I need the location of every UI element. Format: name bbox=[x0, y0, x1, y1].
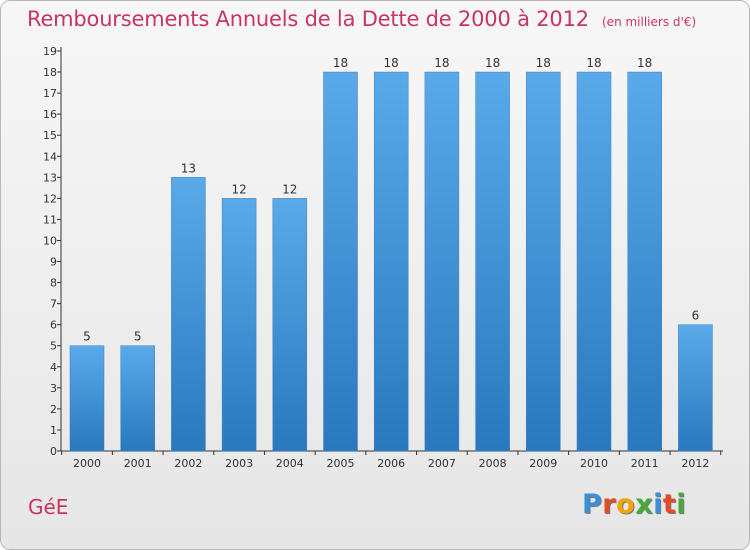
logo-letter: P bbox=[582, 489, 603, 520]
y-tick-label: 7 bbox=[50, 298, 57, 311]
y-tick-label: 0 bbox=[50, 445, 57, 458]
y-tick-label: 13 bbox=[43, 171, 57, 184]
x-tick-label: 2011 bbox=[631, 457, 659, 470]
chart-title: Remboursements Annuels de la Dette de 20… bbox=[27, 7, 589, 31]
y-tick-label: 11 bbox=[43, 213, 57, 226]
x-tick-label: 2007 bbox=[428, 457, 456, 470]
bar bbox=[323, 71, 358, 452]
y-tick-label: 6 bbox=[50, 319, 57, 332]
y-tick-label: 9 bbox=[50, 256, 57, 269]
bar-value-label: 18 bbox=[536, 56, 551, 70]
bar bbox=[120, 345, 155, 452]
x-tick-label: 2010 bbox=[580, 457, 608, 470]
bar-value-label: 18 bbox=[434, 56, 449, 70]
bar-value-label: 6 bbox=[692, 309, 700, 323]
bar bbox=[221, 198, 257, 452]
bar-value-label: 12 bbox=[282, 182, 297, 196]
y-tick-label: 10 bbox=[43, 234, 57, 247]
bar bbox=[627, 71, 662, 452]
bar-value-label: 13 bbox=[181, 161, 196, 175]
x-tick-label: 2003 bbox=[225, 457, 253, 470]
bar bbox=[69, 345, 105, 452]
x-tick-label: 2008 bbox=[479, 457, 507, 470]
bar-value-label: 18 bbox=[586, 56, 601, 70]
y-tick-label: 19 bbox=[43, 45, 57, 58]
y-tick-label: 15 bbox=[43, 129, 57, 142]
bar bbox=[272, 198, 308, 452]
y-tick-label: 2 bbox=[50, 403, 57, 416]
commune-name: GéE bbox=[28, 495, 69, 519]
y-tick-label: 5 bbox=[50, 340, 57, 353]
logo-letter: t bbox=[662, 489, 677, 520]
logo-letter: i bbox=[676, 489, 687, 520]
y-tick-label: 8 bbox=[50, 277, 57, 290]
bar bbox=[576, 71, 612, 452]
x-tick-label: 2002 bbox=[174, 457, 202, 470]
y-tick-label: 18 bbox=[43, 66, 57, 79]
y-tick-label: 14 bbox=[43, 150, 57, 163]
logo-letter: r bbox=[602, 489, 617, 520]
bar bbox=[678, 324, 713, 452]
bar-value-label: 18 bbox=[637, 56, 652, 70]
logo-letter: x bbox=[635, 489, 654, 520]
x-tick-label: 2012 bbox=[681, 457, 709, 470]
bar-value-label: 18 bbox=[384, 56, 399, 70]
y-tick-label: 4 bbox=[50, 361, 57, 374]
bar-value-label: 12 bbox=[231, 182, 246, 196]
bar bbox=[424, 71, 460, 452]
logo-letter: o bbox=[616, 489, 636, 520]
y-tick-label: 3 bbox=[50, 382, 57, 395]
proxiti-logo[interactable]: Proxiti bbox=[582, 489, 686, 520]
bar-value-label: 18 bbox=[333, 56, 348, 70]
bar bbox=[171, 177, 206, 452]
y-tick-label: 16 bbox=[43, 108, 57, 121]
x-tick-label: 2000 bbox=[73, 457, 101, 470]
x-tick-label: 2009 bbox=[529, 457, 557, 470]
x-tick-label: 2004 bbox=[276, 457, 304, 470]
bar bbox=[373, 71, 409, 452]
logo-letter: i bbox=[653, 489, 663, 520]
chart-unit: (en milliers d'€) bbox=[602, 15, 697, 29]
bar bbox=[526, 71, 561, 452]
y-tick-label: 12 bbox=[43, 192, 57, 205]
bar-value-label: 5 bbox=[134, 330, 142, 344]
x-tick-label: 2005 bbox=[327, 457, 355, 470]
x-tick-label: 2006 bbox=[377, 457, 405, 470]
title-row: Remboursements Annuels de la Dette de 20… bbox=[27, 7, 696, 31]
bar bbox=[475, 71, 510, 452]
y-tick-label: 17 bbox=[43, 87, 57, 100]
bar-value-label: 18 bbox=[485, 56, 500, 70]
bar-value-label: 5 bbox=[83, 330, 91, 344]
x-tick-label: 2001 bbox=[124, 457, 152, 470]
y-tick-label: 1 bbox=[50, 424, 57, 437]
